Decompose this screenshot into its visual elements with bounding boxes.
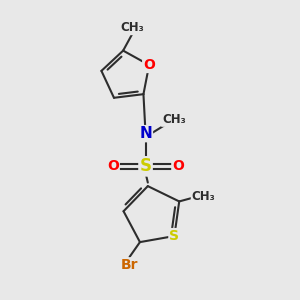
Text: S: S [169,229,179,243]
Text: CH₃: CH₃ [162,113,186,126]
Text: CH₃: CH₃ [120,21,144,34]
Text: CH₃: CH₃ [192,190,215,202]
Text: N: N [139,126,152,141]
Text: O: O [107,159,119,173]
Text: O: O [143,58,155,72]
Text: S: S [140,157,152,175]
Text: Br: Br [121,258,138,272]
Text: O: O [172,159,184,173]
